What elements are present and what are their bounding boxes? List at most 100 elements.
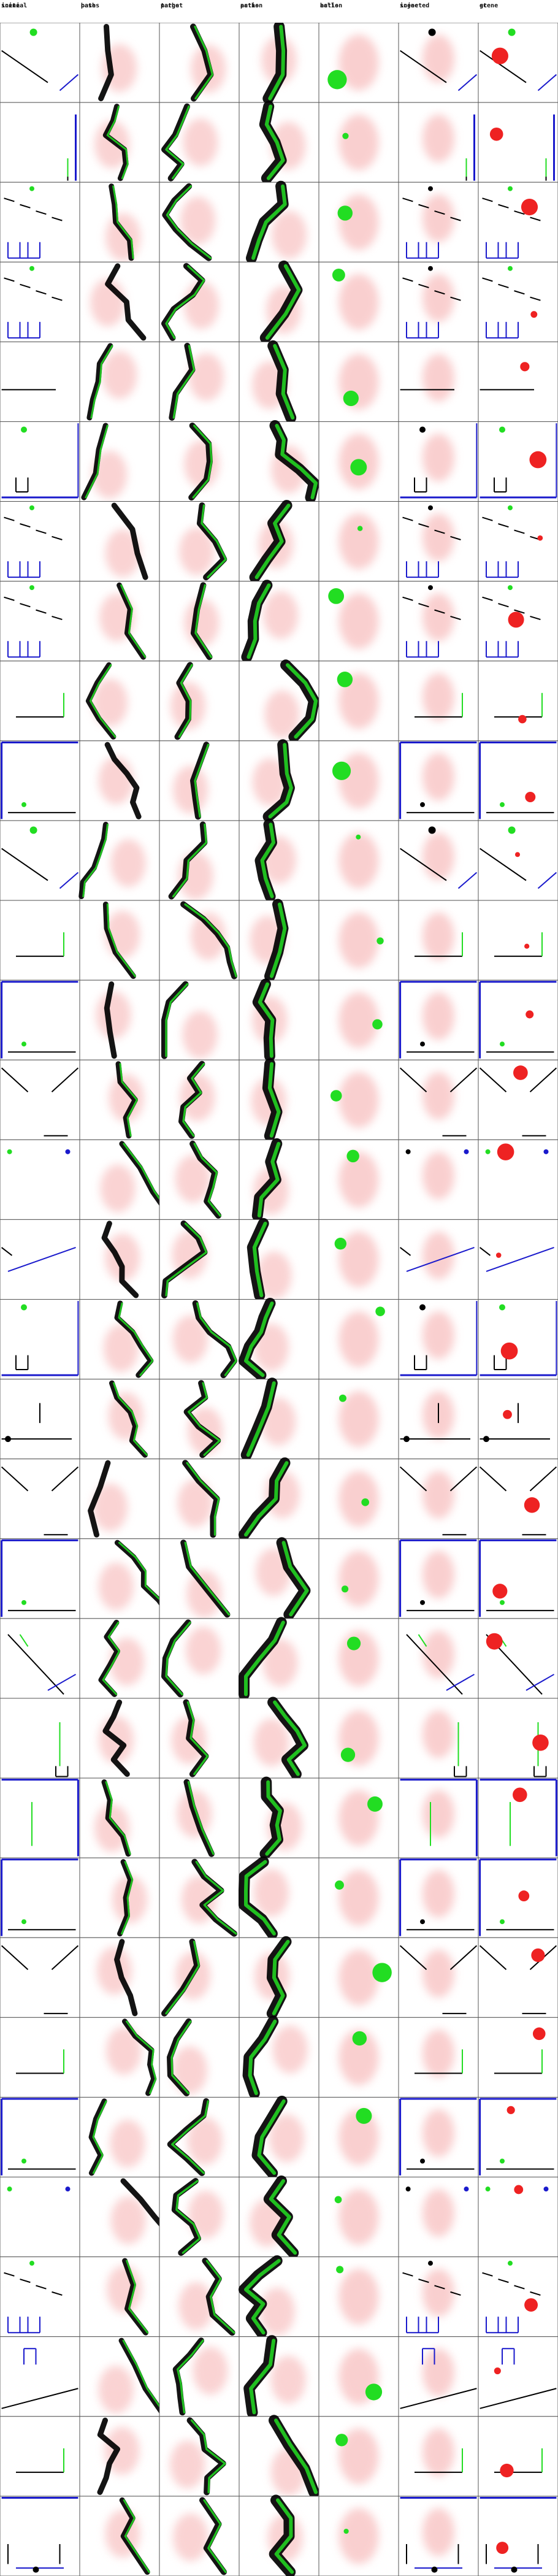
path-highlight [194, 25, 214, 100]
path-highlight [90, 345, 113, 419]
path-trace [161, 981, 189, 1059]
path-highlight [272, 1939, 290, 2015]
heat-blob [422, 673, 454, 721]
grid-cell-injected-scene [398, 1618, 479, 1699]
path-trace [171, 2178, 201, 2256]
grid-cell-action-balls [318, 501, 399, 582]
goal-line [59, 872, 79, 889]
grid-cell-base-paths [79, 1059, 160, 1140]
path-highlight [177, 2339, 204, 2413]
path-trace [98, 1619, 120, 1697]
stair-step [52, 615, 63, 621]
grid-cell-action-balls [318, 740, 399, 821]
path-highlight [286, 663, 318, 739]
grid-cell-action-balls [318, 820, 399, 901]
goal-line [457, 74, 478, 91]
path-highlight [205, 2260, 235, 2334]
grid-cell-initial-scene [0, 102, 80, 183]
stair-step [530, 2291, 541, 2296]
path-trace [104, 742, 142, 819]
grid-row [0, 101, 558, 184]
grid-cell-initial-scene [0, 1139, 80, 1220]
grid-cell-base-paths [79, 501, 160, 582]
grid-cell-target-paths [159, 23, 240, 103]
grid-cell-gt-scene [478, 740, 558, 821]
stair-step [418, 603, 429, 608]
grid-cell-injected-scene [398, 102, 479, 183]
funnel-right [449, 1067, 478, 1092]
funnel-right [529, 1466, 557, 1492]
cell-frame [0, 23, 80, 103]
ball [485, 2187, 491, 2192]
grid-cell-gt-scene [478, 1937, 558, 2018]
grid-cell-target-paths [159, 1299, 240, 1380]
grid-cell-target-paths [159, 1139, 240, 1220]
ball [65, 1149, 71, 1154]
heat-blob [338, 2428, 379, 2485]
heat-blob [422, 2269, 454, 2317]
ball [508, 505, 513, 510]
ball [21, 802, 26, 807]
path-trace [88, 2098, 107, 2176]
grid-cell-target-paths [159, 1059, 240, 1140]
tilt-ramp [7, 1634, 64, 1695]
stair-step [434, 529, 445, 534]
heat-blob [178, 2282, 214, 2330]
path-trace [117, 582, 147, 660]
path-highlight [194, 743, 210, 818]
heat-blob [422, 1231, 454, 1279]
stair-step [482, 2272, 493, 2277]
ball [499, 426, 505, 433]
grid-cell-injected-scene [398, 341, 479, 422]
grid-cell-initial-scene [0, 1219, 80, 1300]
path-highlight [187, 1382, 221, 1456]
grid-cell-gt-scene [478, 2256, 558, 2337]
cell-frame [0, 2416, 80, 2497]
funnel-left [399, 1466, 427, 1492]
goal-line [457, 872, 478, 889]
action-ball [356, 2107, 372, 2124]
path-trace [78, 821, 109, 899]
grid-cell-gt-scene [478, 1459, 558, 1539]
stair-step [498, 523, 509, 528]
cell-frame [478, 900, 558, 981]
gt-ball [518, 715, 527, 724]
path-highlight [267, 1062, 281, 1138]
ball [543, 2187, 549, 2192]
action-ball [367, 1796, 383, 1812]
heat-blob [338, 992, 379, 1048]
grid-cell-gt-scene [478, 341, 558, 422]
heat-blob [253, 1869, 289, 1917]
ball [500, 802, 505, 807]
stair-step [52, 296, 63, 301]
heat-blob [186, 1570, 222, 1619]
stair-step [52, 2291, 63, 2296]
cell-frame [0, 1219, 80, 1300]
action-ball [327, 70, 347, 90]
ball [500, 1919, 505, 1925]
path-highlight [254, 504, 291, 580]
grid-cell-gt-scene [478, 1379, 558, 1460]
grid-cell-injected-scene [398, 661, 479, 742]
cell-frame [0, 2496, 80, 2576]
grid-cell-base-paths [79, 740, 160, 821]
heat-blob [184, 599, 220, 647]
heat-blob [338, 513, 379, 570]
ramp-line [1, 50, 48, 83]
heat-blob [422, 1311, 454, 1360]
column-header: initial scene base paths target paths ac… [1, 2, 499, 9]
grid-row [0, 739, 558, 822]
cell-frame [0, 1618, 80, 1699]
grid-cell-action-paths [239, 1537, 319, 1620]
funnel-left [1, 1945, 29, 1971]
heat-blob [338, 2508, 379, 2564]
ball [511, 2566, 518, 2573]
path-trace [122, 2258, 149, 2336]
cell-frame [478, 1857, 558, 1938]
ball [428, 826, 436, 834]
grid-cell-action-paths [239, 1217, 319, 1301]
heat-blob [173, 2513, 208, 2561]
path-highlight [273, 343, 295, 420]
gt-ball [514, 2185, 524, 2195]
grid-cell-action-paths [239, 1058, 319, 1141]
